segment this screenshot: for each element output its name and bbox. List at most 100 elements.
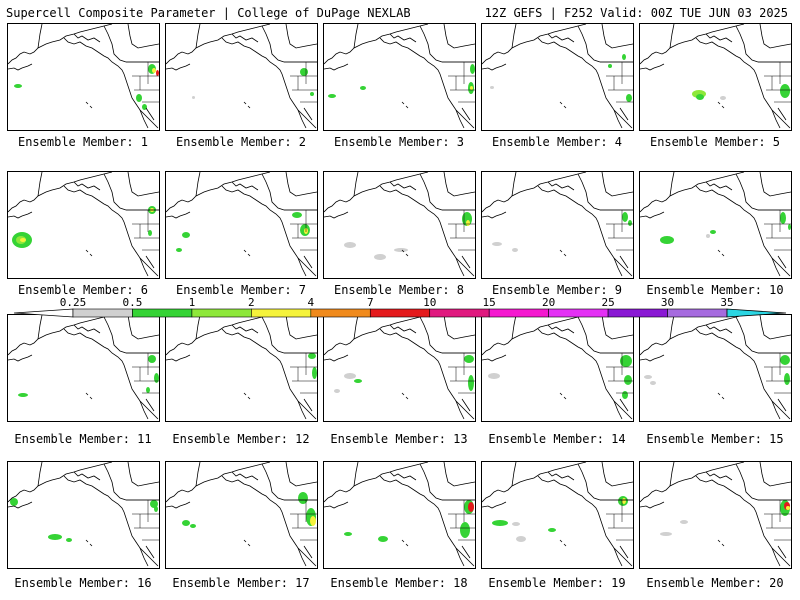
ensemble-map — [324, 24, 475, 129]
coastline — [353, 172, 359, 197]
coastline — [127, 315, 159, 340]
colorbar-tick-label: 2 — [248, 296, 255, 309]
coastline — [695, 475, 791, 567]
coastline — [221, 185, 317, 277]
member-label: Ensemble Member: 7 — [175, 283, 307, 297]
ensemble-map — [8, 24, 159, 129]
scp-contour — [492, 242, 502, 246]
coastline — [705, 33, 733, 43]
scp-contour — [344, 373, 356, 379]
ensemble-map — [640, 24, 791, 129]
coastline — [401, 539, 405, 543]
scp-contour — [780, 355, 790, 365]
coastline — [759, 315, 791, 340]
member-label: Ensemble Member: 9 — [491, 283, 623, 297]
coastline — [139, 400, 149, 420]
scp-contour — [720, 96, 726, 100]
scp-contour — [680, 520, 688, 524]
scp-contour — [142, 104, 147, 110]
coastline — [601, 462, 633, 487]
coastline — [127, 172, 159, 197]
coastline — [166, 354, 191, 362]
coastline — [601, 172, 633, 197]
coastline — [195, 315, 201, 340]
scp-contour — [624, 375, 632, 385]
colorbar-tick-label: 15 — [482, 296, 496, 309]
coastline — [511, 24, 517, 49]
member-label: Ensemble Member: 6 — [17, 283, 149, 297]
ensemble-panel — [639, 171, 792, 279]
coastline — [601, 315, 633, 340]
ensemble-panel — [165, 23, 318, 131]
colorbar-segment — [310, 308, 371, 318]
coastline — [721, 105, 725, 109]
scp-contour — [182, 520, 190, 526]
coastline — [85, 249, 89, 253]
coastline — [89, 396, 93, 400]
ensemble-panel — [481, 23, 634, 131]
scp-contour — [470, 64, 475, 74]
scp-contour — [176, 248, 182, 252]
coastline — [443, 172, 475, 197]
coastline — [166, 63, 191, 71]
coastline — [455, 547, 465, 567]
coastline — [166, 211, 191, 219]
coastline — [231, 324, 259, 334]
colorbar-tick-label: 1 — [188, 296, 196, 309]
coastline — [577, 463, 601, 501]
scp-contour — [488, 373, 500, 379]
ensemble-panel — [165, 171, 318, 279]
colorbar-high-arrow — [726, 308, 787, 318]
ensemble-panel — [7, 314, 160, 422]
coastline — [613, 400, 623, 420]
coastline — [577, 316, 601, 354]
colorbar-segment — [548, 308, 609, 318]
scp-contour — [464, 355, 474, 363]
colorbar-tick-label: 20 — [542, 296, 556, 309]
scp-contour — [192, 96, 195, 99]
scp-contour — [460, 522, 470, 538]
coastline — [717, 392, 721, 396]
coastline — [166, 462, 271, 503]
coastline — [127, 24, 159, 49]
coastline — [735, 173, 759, 211]
scp-contour — [468, 375, 474, 391]
coastline — [735, 463, 759, 501]
coastline — [563, 543, 567, 547]
ensemble-panel — [323, 314, 476, 422]
coastline — [482, 501, 507, 509]
ensemble-panel — [165, 461, 318, 569]
scp-contour — [786, 506, 790, 510]
coastline — [563, 253, 567, 257]
coastline — [669, 172, 675, 197]
colorbar-segment — [429, 308, 490, 318]
colorbar-segment — [488, 308, 549, 318]
scp-contour — [780, 212, 786, 224]
ensemble-map — [482, 24, 633, 129]
coastline — [389, 181, 417, 191]
coastline — [243, 101, 247, 105]
scp-contour — [146, 387, 150, 393]
scp-contour — [788, 224, 791, 230]
coastline — [285, 462, 317, 487]
coastline — [640, 501, 665, 509]
coastline — [537, 37, 633, 129]
coastline — [195, 24, 201, 49]
coastline — [461, 107, 471, 121]
coastline — [771, 109, 781, 129]
member-label: Ensemble Member: 13 — [330, 432, 468, 446]
coastline — [297, 400, 307, 420]
ensemble-panel — [639, 461, 792, 569]
ensemble-map — [8, 172, 159, 277]
scp-contour — [300, 68, 308, 76]
coastline — [511, 172, 517, 197]
coastline — [405, 543, 409, 547]
coastline — [139, 257, 149, 277]
coastline — [63, 37, 159, 129]
coastline — [547, 324, 575, 334]
ensemble-map — [8, 315, 159, 420]
ensemble-panel — [481, 171, 634, 279]
coastline — [247, 543, 251, 547]
scp-contour — [660, 236, 674, 244]
member-label: Ensemble Member: 18 — [330, 576, 468, 590]
